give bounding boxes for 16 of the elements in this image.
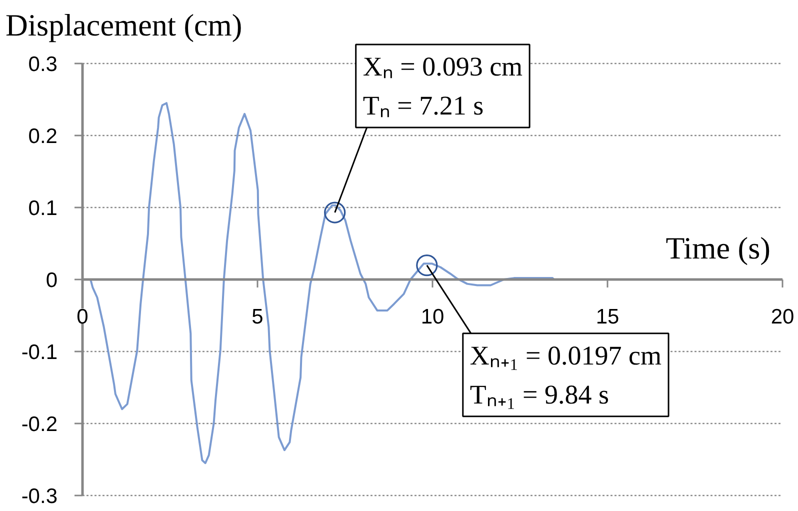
- annotation: Xₙ = 0.093 cm Tₙ = 7.21 s: [362, 52, 523, 121]
- x-tick-label: 5: [252, 306, 264, 328]
- x-tick-label: 20: [770, 306, 794, 328]
- y-tick-label: 0: [46, 269, 58, 292]
- y-tick-label: -0.3: [21, 485, 58, 508]
- y-tick-label: 0.1: [28, 197, 58, 220]
- x-tick-label: 10: [420, 306, 444, 328]
- y-tick-label: 0.3: [28, 53, 58, 76]
- x-tick-label: 0: [76, 306, 88, 328]
- y-tick-label: 0.2: [28, 125, 58, 148]
- annotation: Xₙ₊₁ = 0.0197 cm Tₙ₊₁ = 9.84 s: [470, 340, 662, 410]
- x-tick-label: 15: [596, 306, 620, 328]
- x-axis-title: Time (s): [666, 230, 771, 266]
- y-axis-title: Displacement (cm): [6, 8, 242, 42]
- y-tick-label: -0.1: [21, 341, 58, 364]
- y-tick-label: -0.2: [21, 413, 58, 436]
